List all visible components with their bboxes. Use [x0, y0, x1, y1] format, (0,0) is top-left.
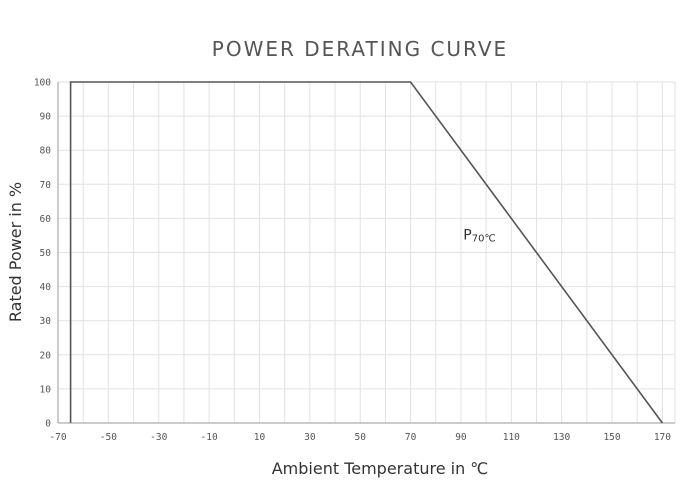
y-tick-label: 70 — [40, 180, 52, 191]
x-tick-label: 30 — [304, 432, 316, 443]
x-tick-label: 50 — [354, 432, 366, 443]
y-tick-label: 40 — [40, 282, 52, 293]
chart-title: POWER DERATING CURVE — [212, 37, 508, 61]
x-tick-label: 170 — [654, 432, 671, 443]
annotation-subscript: 70℃ — [472, 233, 496, 244]
annotation-label: P70℃ — [463, 227, 495, 244]
x-tick-label: 70 — [405, 432, 417, 443]
x-tick-label: 90 — [455, 432, 467, 443]
series-layer — [69, 81, 664, 424]
y-tick-label: 50 — [40, 248, 52, 259]
x-tick-label: 150 — [603, 432, 620, 443]
axes — [57, 82, 675, 424]
y-tick-label: 60 — [40, 214, 52, 225]
y-tick-label: 90 — [40, 112, 52, 123]
y-tick-label: 100 — [34, 78, 51, 89]
x-tick-label: -50 — [100, 432, 117, 443]
grid — [57, 81, 676, 423]
y-axis-label: Rated Power in % — [6, 182, 25, 322]
y-tick-label: 80 — [40, 146, 52, 157]
x-tick-label: 110 — [503, 432, 520, 443]
x-tick-label: -10 — [201, 432, 218, 443]
x-axis-label: Ambient Temperature in ℃ — [272, 459, 489, 478]
x-tick-label: 130 — [553, 432, 570, 443]
y-tick-label: 10 — [40, 384, 52, 395]
y-tick-label: 20 — [40, 350, 52, 361]
annotations: P70℃ — [463, 227, 495, 244]
y-tick-label: 0 — [45, 419, 51, 430]
x-tick-label: -70 — [49, 432, 66, 443]
x-tick-label: 10 — [254, 432, 266, 443]
y-tick-label: 30 — [40, 316, 52, 327]
x-tick-label: -30 — [150, 432, 167, 443]
tick-labels: -70 -50 -30 -10 10 30 50 70 90 110 130 150 170 0 10 20 3… — [34, 78, 671, 444]
series-line — [69, 81, 664, 424]
